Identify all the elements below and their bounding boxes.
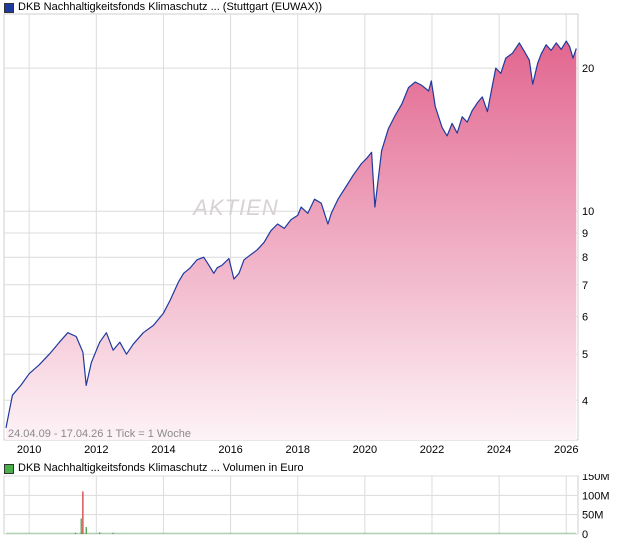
y-tick-label: 7: [582, 280, 588, 292]
y-tick-label: 4: [582, 395, 588, 407]
y-tick-label: 6: [582, 312, 588, 324]
x-tick-label: 2010: [17, 444, 41, 456]
y-tick-label: 8: [582, 252, 588, 264]
price-legend-swatch: [4, 2, 14, 13]
volume-legend: DKB Nachhaltigkeitsfonds Klimaschutz ...…: [4, 462, 304, 475]
x-tick-label: 2012: [84, 444, 108, 456]
x-tick-label: 2020: [353, 444, 377, 456]
volume-bar: [85, 527, 87, 534]
price-chart: AKTIEN 4 5 6 7 8 9 10 20 2010 2012 2014 2016 2018 2020…: [3, 13, 594, 456]
volume-bar: [80, 518, 82, 534]
volume-tick-label: 100M: [582, 490, 610, 502]
y-tick-label: 10: [582, 206, 594, 218]
x-tick-label: 2016: [218, 444, 242, 456]
price-legend: DKB Nachhaltigkeitsfonds Klimaschutz ...…: [4, 1, 322, 14]
watermark: AKTIEN: [191, 195, 278, 220]
x-tick-label: 2022: [420, 444, 444, 456]
volume-bar: [82, 491, 84, 534]
price-area: [6, 41, 577, 440]
volume-legend-swatch: [4, 463, 14, 474]
x-tick-label: 2024: [487, 444, 511, 456]
volume-chart: 0 50M 100M 150M: [3, 474, 610, 541]
x-tick-label: 2018: [285, 444, 309, 456]
volume-tick-label: 50M: [582, 510, 603, 522]
volume-tick-label: 150M: [582, 474, 610, 483]
y-tick-label: 5: [582, 349, 588, 361]
volume-frame: [3, 475, 579, 535]
volume-tick-label: 0: [582, 529, 588, 541]
x-tick-label: 2026: [554, 444, 578, 456]
volume-legend-label: DKB Nachhaltigkeitsfonds Klimaschutz ...…: [18, 462, 304, 474]
y-tick-label: 20: [582, 63, 594, 75]
y-tick-label: 9: [582, 228, 588, 240]
price-line: [5, 40, 577, 429]
price-legend-label: DKB Nachhaltigkeitsfonds Klimaschutz ...…: [18, 1, 323, 13]
x-tick-label: 2014: [151, 444, 175, 456]
range-info: 24.04.09 - 17.04.26 1 Tick = 1 Woche: [8, 428, 191, 440]
